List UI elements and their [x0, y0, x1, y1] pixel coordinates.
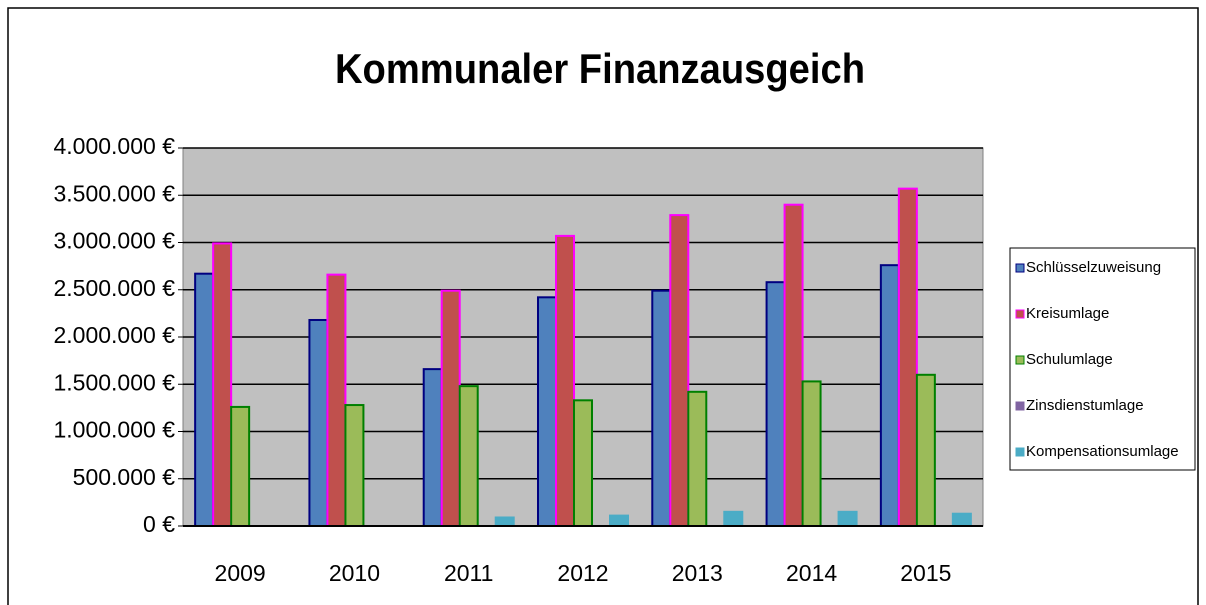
bar — [344, 404, 365, 528]
bar — [326, 273, 347, 527]
bar — [915, 373, 936, 527]
bar — [230, 405, 251, 527]
bar — [422, 368, 443, 527]
bar — [555, 234, 575, 527]
y-tick-label: 3.000.000 € — [53, 228, 175, 254]
legend-swatch — [1015, 355, 1025, 365]
y-tick-label: 2.500.000 € — [53, 275, 175, 301]
bar — [194, 272, 215, 527]
bar — [783, 203, 804, 527]
y-tick-label: 3.500.000 € — [53, 180, 175, 206]
x-tick-label: 2013 — [672, 560, 723, 586]
bar — [212, 242, 233, 527]
legend-swatch — [1015, 309, 1025, 319]
legend-label: Zinsdienstumlage — [1026, 397, 1144, 414]
bar — [837, 510, 858, 528]
legend-label: Kompensationsumlage — [1026, 443, 1179, 460]
legend-label: Kreisumlage — [1026, 305, 1109, 322]
bar — [765, 281, 786, 527]
y-tick-label: 2.000.000 € — [53, 322, 175, 348]
y-tick-label: 500.000 € — [73, 464, 176, 490]
bar — [609, 514, 629, 527]
bar — [801, 380, 822, 528]
bar — [651, 289, 672, 527]
bar — [951, 512, 972, 528]
x-tick-label: 2011 — [444, 560, 493, 586]
legend-label: Schlüsselzuweisung — [1026, 259, 1161, 276]
y-tick-label: 4.000.000 € — [53, 133, 175, 159]
bar — [897, 187, 918, 527]
legend-swatch — [1015, 401, 1025, 411]
y-tick-label: 0 € — [143, 511, 175, 537]
legend-swatch — [1015, 263, 1025, 273]
x-tick-label: 2009 — [215, 560, 266, 586]
bar — [879, 264, 900, 527]
x-tick-label: 2015 — [900, 560, 951, 586]
bar — [308, 318, 329, 527]
y-tick-label: 1.000.000 € — [53, 417, 175, 443]
bar — [458, 385, 479, 528]
legend-box — [1009, 247, 1196, 471]
chart-frame — [7, 7, 1199, 605]
bar — [494, 516, 515, 527]
bar — [723, 510, 744, 528]
x-tick-label: 2010 — [329, 560, 380, 586]
chart-title: Kommunaler Finanzausgeich — [335, 45, 865, 92]
bar — [440, 289, 461, 527]
bar — [573, 399, 593, 527]
bar — [687, 390, 708, 527]
x-tick-label: 2012 — [557, 560, 608, 586]
y-tick-label: 1.500.000 € — [53, 369, 175, 395]
legend-swatch — [1015, 447, 1025, 457]
legend-label: Schulumlage — [1026, 351, 1113, 368]
bar — [669, 214, 690, 527]
bar — [537, 296, 557, 527]
x-tick-label: 2014 — [786, 560, 837, 586]
